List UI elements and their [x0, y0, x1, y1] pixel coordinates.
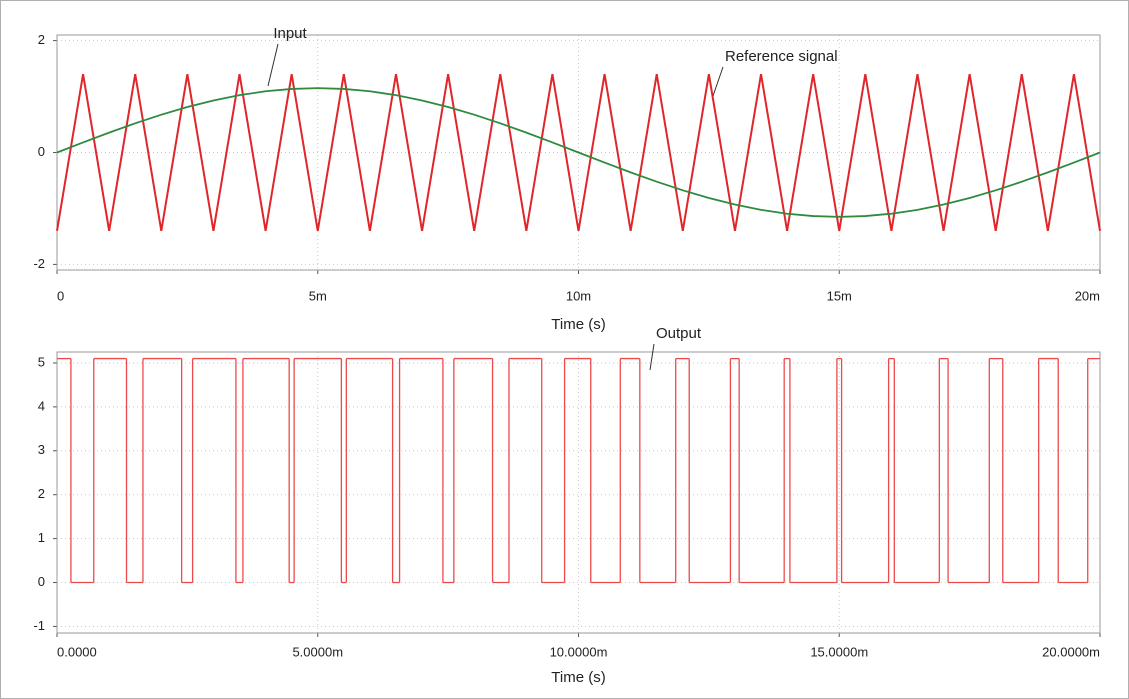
y-tick-label: 3: [38, 442, 45, 457]
y-tick-label: 1: [38, 530, 45, 545]
x-tick-label: 20.0000m: [1042, 644, 1100, 659]
y-tick-label: -2: [33, 256, 45, 271]
x-tick-label: 10m: [566, 288, 591, 303]
y-tick-label: 2: [38, 486, 45, 501]
y-tick-label: -1: [33, 618, 45, 633]
page: {"chart_data": [ {"type": "line", "x": […: [0, 0, 1129, 699]
series-label: Input: [273, 25, 307, 42]
y-tick-label: 0: [38, 144, 45, 159]
outer-border: [1, 1, 1129, 699]
series-label: Output: [656, 325, 702, 342]
series-label: Reference signal: [725, 48, 838, 65]
x-axis-title: Time (s): [551, 669, 605, 686]
chart: -2 0 2 0 5m 10m 15m 20m Time (s) Input Reference s…: [0, 0, 1129, 699]
x-tick-label: 15.0000m: [810, 644, 868, 659]
x-tick-label: 20m: [1075, 288, 1100, 303]
x-tick-label: 10.0000m: [550, 644, 608, 659]
x-tick-label: 5m: [309, 288, 327, 303]
y-tick-label: 4: [38, 398, 45, 413]
x-axis-title: Time (s): [551, 316, 605, 333]
x-tick-label: 15m: [827, 288, 852, 303]
y-tick-label: 2: [38, 32, 45, 47]
x-tick-label: 0: [57, 288, 64, 303]
x-tick-label: 5.0000m: [292, 644, 343, 659]
y-tick-label: 0: [38, 574, 45, 589]
x-tick-label: 0.0000: [57, 644, 97, 659]
y-tick-label: 5: [38, 354, 45, 369]
